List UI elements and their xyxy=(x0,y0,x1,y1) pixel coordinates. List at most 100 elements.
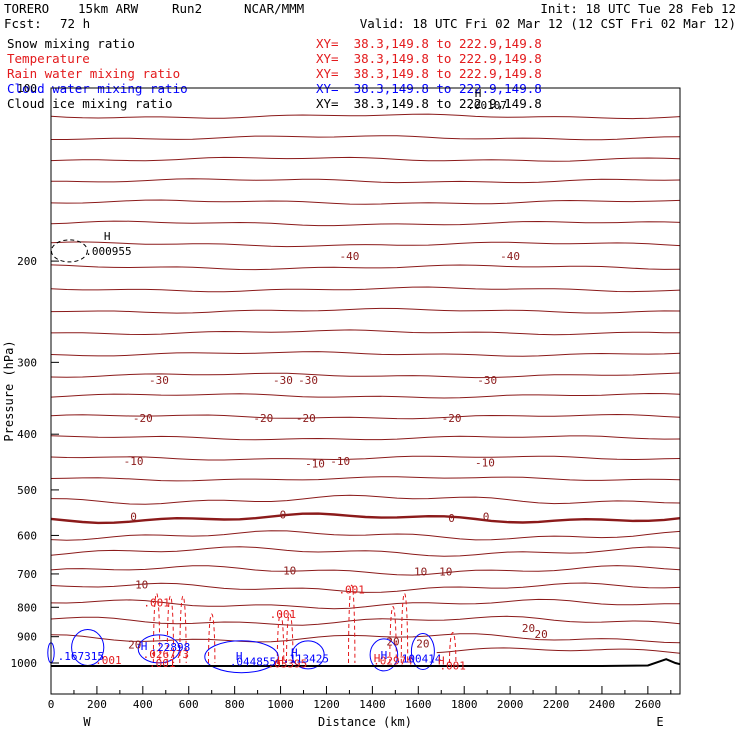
isotherm xyxy=(436,647,681,654)
x-tick-label: 1200 xyxy=(313,698,340,711)
x-tick-label: 600 xyxy=(179,698,199,711)
x-axis-east-label: E xyxy=(656,715,663,729)
rain-label: .001 xyxy=(270,608,297,621)
temperature-label: 20 xyxy=(534,628,547,641)
temperature-contours xyxy=(50,113,681,654)
temperature-label: -30 xyxy=(298,374,318,387)
isotherm xyxy=(50,582,681,593)
temperature-label: -20 xyxy=(253,412,273,425)
forecast-label: Fcst: xyxy=(4,16,42,31)
x-tick-label: 0 xyxy=(48,698,55,711)
model-name: TORERO xyxy=(4,1,50,16)
x-axis-west-label: W xyxy=(83,715,91,729)
temperature-label: 10 xyxy=(439,565,452,578)
contour-labels: -40 -40-30 -30 -30 -30-20 -20 -20 -20-10 -10 -10-… xyxy=(58,87,548,673)
max-marker: H xyxy=(291,646,298,659)
field-xy-rain: XY= 38.3,149.8 to 222.9,149.8 xyxy=(316,66,542,81)
temperature-label: -40 xyxy=(339,250,359,263)
rain-contour xyxy=(276,613,285,664)
temperature-label: 10 xyxy=(414,565,427,578)
x-axis-title: Distance (km) xyxy=(318,715,412,729)
isotherm xyxy=(50,455,681,461)
cloud-ice-contour xyxy=(50,239,88,263)
temperature-label: -10 xyxy=(305,458,325,471)
max-marker: H xyxy=(104,230,111,243)
isotherm xyxy=(50,598,681,610)
isotherm xyxy=(50,565,681,576)
temperature-label: -10 xyxy=(330,455,350,468)
rain-contour xyxy=(348,584,356,664)
field-name-temperature: Temperature xyxy=(7,51,90,66)
x-tick-label: 2400 xyxy=(589,698,616,711)
rain-label: .001 xyxy=(149,657,176,670)
x-tick-label: 400 xyxy=(133,698,153,711)
field-name-snow: Snow mixing ratio xyxy=(7,36,135,51)
temperature-label: -20 xyxy=(442,412,462,425)
y-tick-label: 700 xyxy=(17,568,37,581)
cloud-water-label: .22898 xyxy=(151,641,191,654)
y-axis-title: Pressure (hPa) xyxy=(2,340,16,441)
temperature-label: -10 xyxy=(475,457,495,470)
x-tick-label: 2600 xyxy=(635,698,662,711)
temperature-label: 20 xyxy=(386,636,399,649)
model-run: Run2 xyxy=(172,1,203,16)
axes: 0 200 400 600 800 1000 1200 1400 1600 1800 2000 220… xyxy=(11,82,672,711)
isotherm xyxy=(50,307,681,314)
max-marker: H xyxy=(236,650,243,663)
rain-contours xyxy=(152,584,457,664)
y-tick-label: 100 xyxy=(17,82,37,95)
temperature-label: 20 xyxy=(416,638,429,651)
rain-label: .001 xyxy=(95,654,122,667)
isotherm xyxy=(50,494,681,505)
cloud-water-contours xyxy=(47,629,435,674)
field-xy-temperature: XY= 38.3,149.8 to 222.9,149.8 xyxy=(316,51,542,66)
isotherm xyxy=(50,199,681,205)
cloud-water-label: .113425 xyxy=(283,653,329,666)
isotherm xyxy=(50,512,681,525)
isotherm xyxy=(50,286,681,293)
y-tick-label: 500 xyxy=(17,484,37,497)
isotherm xyxy=(50,351,681,357)
rain-label: .001 xyxy=(439,660,466,673)
y-tick-label: 800 xyxy=(17,601,37,614)
rain-label: .001 xyxy=(143,597,170,610)
isotherm xyxy=(51,135,681,141)
temperature-label: -30 xyxy=(477,374,497,387)
rain-label: .026773 xyxy=(143,648,189,661)
isotherm xyxy=(50,615,681,626)
rain-label: .03395 xyxy=(268,658,308,671)
rain-label: .02974 xyxy=(373,655,413,668)
temperature-label: 10 xyxy=(135,578,148,591)
temperature-label: -30 xyxy=(273,374,293,387)
temperature-label: -20 xyxy=(133,412,153,425)
terrain-line xyxy=(51,658,681,667)
cloud-ice-label: .000955 xyxy=(85,245,131,258)
init-time: Init: 18 UTC Tue 28 Feb 12 xyxy=(540,1,736,16)
isotherm xyxy=(50,392,681,399)
isotherm xyxy=(50,476,681,482)
cloud-water-contour xyxy=(204,640,279,674)
valid-time: Valid: 18 UTC Fri 02 Mar 12 (12 CST Fri … xyxy=(359,16,736,31)
rain-contour xyxy=(166,595,175,664)
x-tick-label: 200 xyxy=(87,698,107,711)
cloud-water-contour xyxy=(291,640,325,670)
isotherm xyxy=(50,546,681,557)
y-tick-label: 200 xyxy=(17,255,37,268)
rain-contour xyxy=(152,592,161,664)
field-name-rain: Rain water mixing ratio xyxy=(7,66,181,81)
rain-contour xyxy=(179,595,187,664)
rain-contour xyxy=(449,632,457,664)
x-tick-label: 1600 xyxy=(405,698,432,711)
max-marker: H xyxy=(277,655,284,668)
plot-frame xyxy=(50,87,681,695)
y-tick-label: 400 xyxy=(17,428,37,441)
y-tick-label: 900 xyxy=(17,631,37,644)
temperature-label: 20 xyxy=(128,638,141,651)
terrain xyxy=(51,658,681,667)
field-xy-snow: XY= 38.3,149.8 to 222.9,149.8 xyxy=(316,36,542,51)
max-marker: H xyxy=(438,655,445,668)
y-tick-label: 600 xyxy=(17,529,37,542)
isotherm xyxy=(50,156,681,162)
model-org: NCAR/MMM xyxy=(244,1,305,16)
model-resolution: 15km ARW xyxy=(78,1,139,16)
